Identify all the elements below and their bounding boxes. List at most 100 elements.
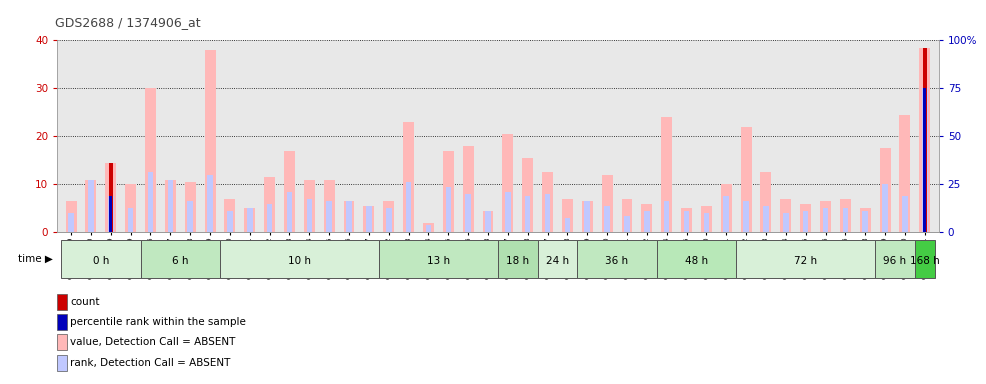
Bar [68,213,74,232]
Bar [403,122,414,232]
Bar [523,158,533,232]
Bar [922,88,928,232]
Bar [109,196,112,232]
Bar [641,204,653,232]
Bar [683,211,689,232]
Bar [225,199,236,232]
Bar [621,199,632,232]
Bar [227,211,233,232]
Bar [148,172,153,232]
Bar [57,356,67,371]
Bar [604,206,610,232]
Text: 24 h: 24 h [546,256,569,266]
Bar [184,182,195,232]
Bar [108,196,113,232]
Bar [923,88,926,232]
Text: value, Detection Call = ABSENT: value, Detection Call = ABSENT [70,337,236,347]
Bar [820,201,831,232]
Bar [364,206,375,232]
Bar [565,218,570,232]
Bar [545,194,550,232]
Bar [843,208,848,232]
FancyBboxPatch shape [61,240,141,278]
Bar [880,148,890,232]
Text: 18 h: 18 h [506,256,529,266]
Bar [803,211,809,232]
Bar [704,213,709,232]
Bar [66,201,77,232]
Bar [462,146,473,232]
Bar [644,211,650,232]
Bar [108,163,113,232]
Bar [57,294,67,310]
Text: 0 h: 0 h [93,256,109,266]
Text: 72 h: 72 h [794,256,817,266]
Bar [86,180,97,232]
Bar [724,196,729,232]
Bar [465,194,471,232]
Bar [882,184,887,232]
Bar [128,208,133,232]
Bar [801,204,811,232]
Bar [525,196,530,232]
FancyBboxPatch shape [220,240,379,278]
Bar [760,172,771,232]
Bar [168,180,174,232]
Bar [840,199,851,232]
Bar [264,177,275,232]
Bar [346,201,352,232]
Bar [624,215,630,232]
Bar [740,127,751,232]
Bar [899,115,910,232]
Bar [284,151,295,232]
Bar [245,208,255,232]
Bar [503,134,514,232]
Bar [582,201,593,232]
Bar [57,334,67,350]
Bar [125,184,136,232]
Bar [426,225,431,232]
Bar [307,199,313,232]
Bar [721,184,732,232]
Bar [542,172,553,232]
FancyBboxPatch shape [498,240,537,278]
Text: GDS2688 / 1374906_at: GDS2688 / 1374906_at [55,16,201,29]
Bar [207,175,213,232]
Bar [267,204,272,232]
Bar [783,213,789,232]
Bar [187,201,193,232]
Bar [485,211,491,232]
Text: 96 h: 96 h [883,256,906,266]
FancyBboxPatch shape [737,240,876,278]
Bar [863,211,868,232]
Bar [57,314,67,330]
FancyBboxPatch shape [915,240,935,278]
Bar [323,180,334,232]
Bar [664,201,669,232]
Bar [106,163,116,232]
Bar [601,175,612,232]
Text: 6 h: 6 h [172,256,188,266]
Text: 168 h: 168 h [910,256,940,266]
FancyBboxPatch shape [379,240,498,278]
Bar [919,48,930,232]
Bar [287,192,292,232]
Bar [446,187,451,232]
Bar [145,88,156,232]
Bar [205,50,216,232]
Text: 36 h: 36 h [605,256,629,266]
Bar [482,211,493,232]
Bar [326,201,332,232]
FancyBboxPatch shape [537,240,578,278]
Bar [681,208,692,232]
Bar [343,201,355,232]
Bar [562,199,573,232]
Bar [701,206,712,232]
Bar [423,223,434,232]
Bar [860,208,871,232]
Text: time ▶: time ▶ [19,254,53,264]
Bar [386,208,391,232]
Bar [923,48,927,232]
Text: rank, Detection Call = ABSENT: rank, Detection Call = ABSENT [70,358,231,368]
Text: percentile rank within the sample: percentile rank within the sample [70,317,246,327]
